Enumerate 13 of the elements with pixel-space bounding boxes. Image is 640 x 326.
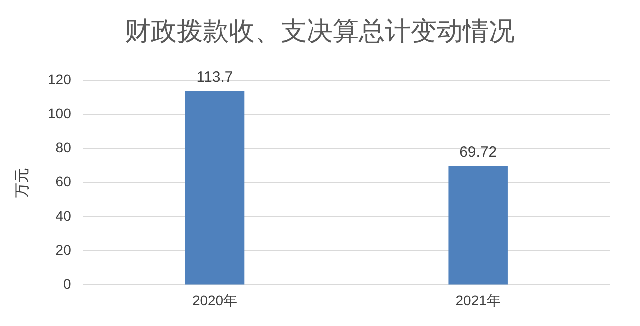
x-tick-label: 2021年 [456,292,501,308]
y-tick-label: 120 [48,71,72,88]
y-tick-label: 100 [48,105,72,122]
data-label: 69.72 [460,144,498,161]
x-tick-label: 2020年 [192,292,238,308]
y-tick-label: 20 [56,242,72,258]
chart-title: 财政拨款收、支决算总计变动情况 [124,16,516,49]
y-tick-label: 80 [56,140,72,156]
y-axis-title: 万元 [12,168,31,198]
y-tick-label: 40 [56,208,72,224]
y-tick-label: 0 [64,276,72,292]
y-tick-label: 60 [56,174,72,190]
data-label: 113.7 [196,68,234,86]
